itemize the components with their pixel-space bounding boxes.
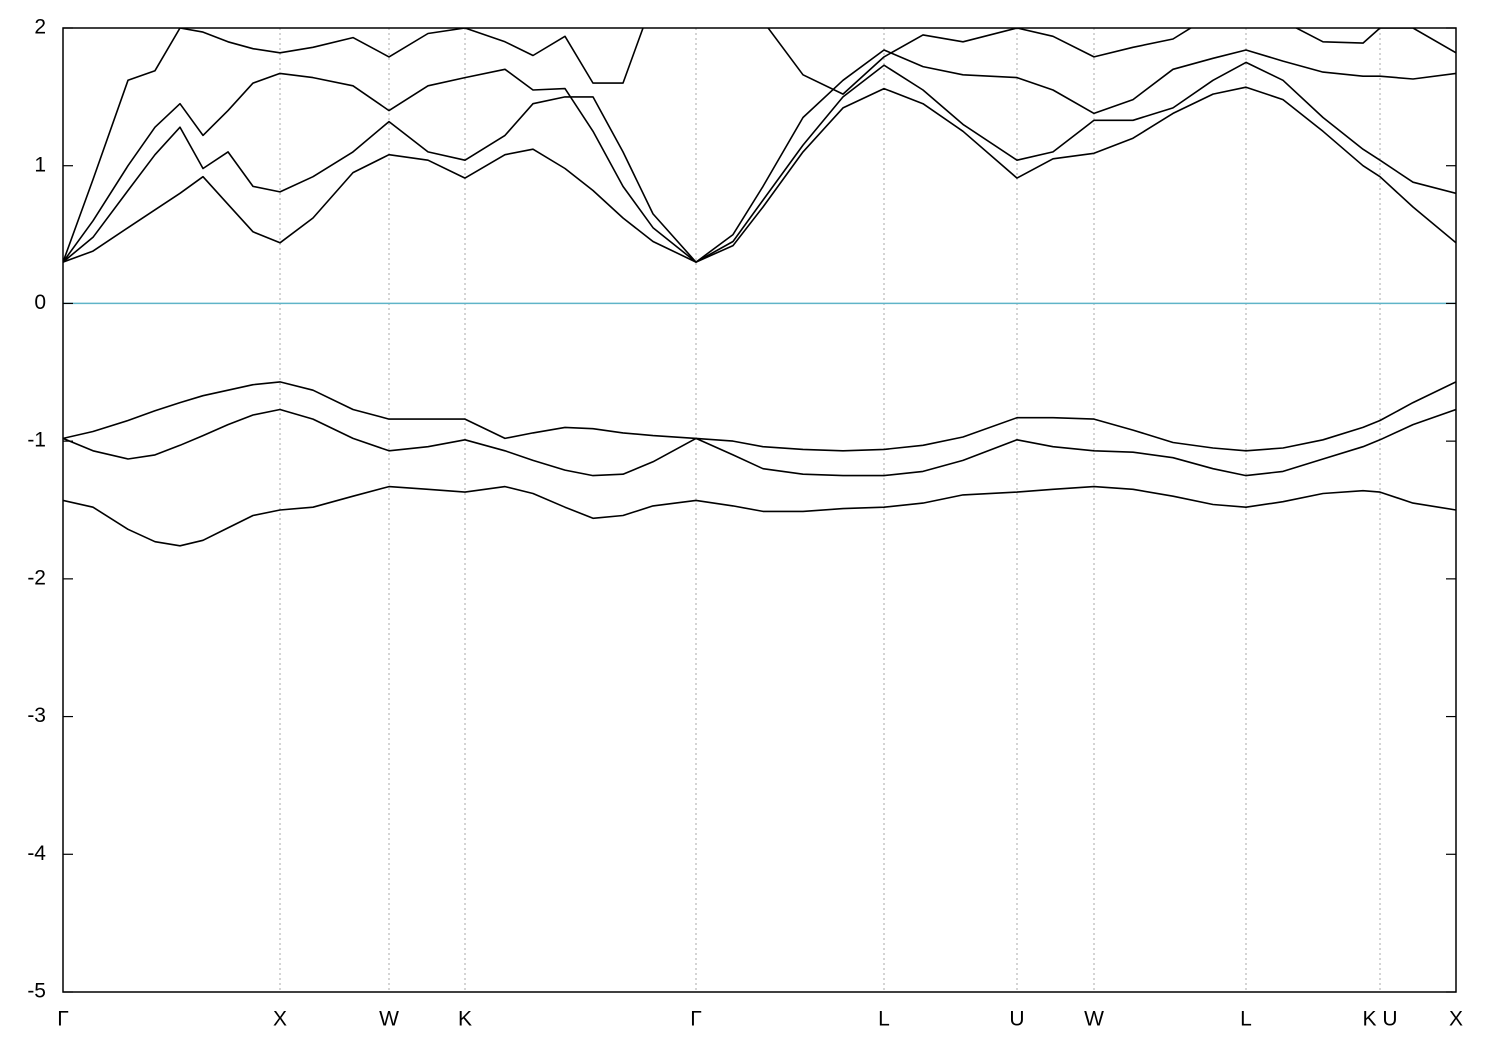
y-tick-label: 2 <box>34 16 46 39</box>
x-tick-label: Γ <box>690 1008 702 1031</box>
band-line <box>63 28 1456 263</box>
x-tick-label: U <box>1009 1008 1024 1031</box>
bands <box>63 28 1456 547</box>
y-tick-label: -5 <box>27 980 46 1003</box>
x-tick-label: X <box>1449 1008 1463 1031</box>
y-tick-label: -3 <box>27 704 46 727</box>
x-tick-label: K <box>458 1008 472 1031</box>
labels: -5 -4 -3 -2 -1 0 1 2 Γ X W K Γ L U W L K U X <box>27 16 1463 1031</box>
band-line <box>63 485 1456 547</box>
plot-frame <box>62 27 1457 993</box>
x-tick-label: W <box>379 1008 399 1031</box>
band-line <box>63 86 1456 263</box>
y-tick-label: 1 <box>34 153 46 176</box>
band-line <box>63 61 1456 263</box>
y-tick-label: -4 <box>27 842 46 865</box>
x-tick-label: W <box>1084 1008 1104 1031</box>
x-tick-label: X <box>273 1008 287 1031</box>
x-tick-label: Γ <box>57 1008 69 1031</box>
band-line <box>63 381 1456 452</box>
x-tick-label: K U <box>1362 1008 1397 1031</box>
band-line <box>63 49 1456 263</box>
y-tick-label: 0 <box>34 291 46 314</box>
x-tick-label: L <box>878 1008 890 1031</box>
y-tick-label: -1 <box>27 429 46 452</box>
band-line <box>63 408 1456 477</box>
x-tick-label: L <box>1240 1008 1252 1031</box>
y-tick-label: -2 <box>27 566 46 589</box>
